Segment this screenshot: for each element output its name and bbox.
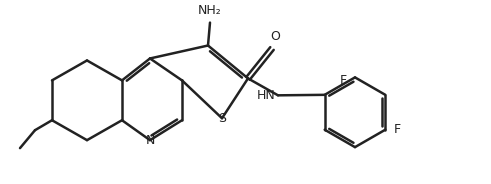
Text: F: F: [340, 74, 347, 87]
Text: S: S: [218, 112, 226, 125]
Text: NH₂: NH₂: [198, 4, 222, 17]
Text: F: F: [393, 123, 401, 136]
Text: O: O: [270, 29, 280, 43]
Text: N: N: [145, 134, 155, 147]
Text: HN: HN: [257, 89, 276, 102]
